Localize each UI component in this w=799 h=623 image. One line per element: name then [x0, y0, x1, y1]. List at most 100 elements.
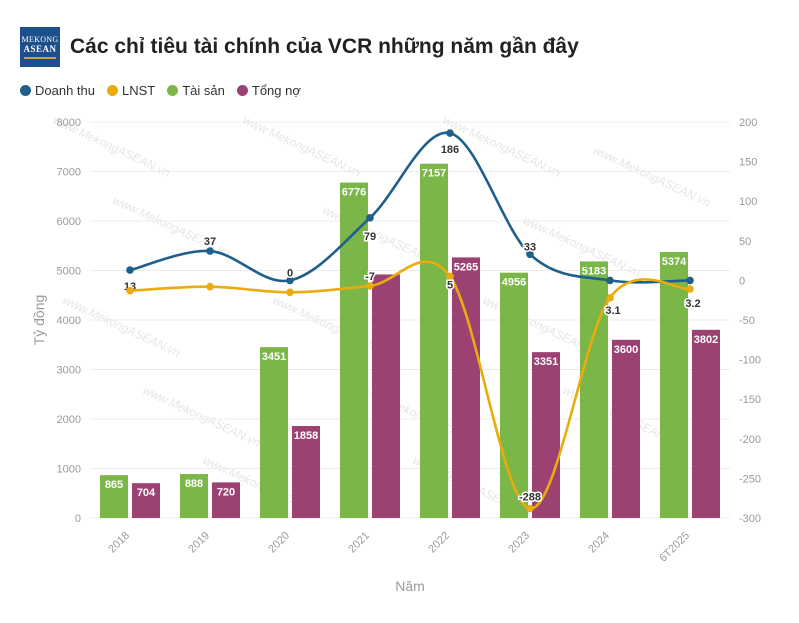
bar-liabilities	[132, 483, 160, 518]
bar-label-liabilities: 704	[137, 487, 156, 499]
bar-assets	[660, 251, 688, 518]
y2-tick-label: 150	[739, 157, 757, 169]
point-profit	[206, 282, 214, 291]
bar-liabilities	[372, 274, 400, 518]
chart-title: Các chỉ tiêu tài chính của VCR những năm…	[70, 35, 579, 58]
logo-line-1: MEKONG	[21, 34, 59, 44]
y-tick-label: 2000	[57, 414, 81, 426]
bar-label-assets: 5183	[582, 265, 606, 277]
point-revenue	[126, 266, 134, 274]
line-label-profit: 5	[447, 279, 453, 291]
y2-tick-label: 0	[739, 275, 745, 287]
watermark-text: www.MekongASEAN.vn	[111, 193, 233, 260]
y2-tick-label: 50	[739, 236, 751, 248]
point-revenue	[526, 250, 534, 259]
line-revenue	[129, 131, 691, 284]
y2-tick-label: -300	[739, 513, 761, 525]
legend-item-profit[interactable]: LNST	[107, 83, 155, 98]
watermark-text: www.MekongASEAN.vn	[241, 113, 363, 180]
bar-assets	[260, 347, 288, 518]
point-profit	[526, 504, 534, 513]
bar-label-liabilities: 720	[217, 486, 235, 498]
legend-swatch-profit	[107, 85, 118, 96]
x-tick-label: 2022	[426, 530, 452, 556]
line-label-revenue: 37	[204, 236, 216, 248]
y2-tick-label: -250	[739, 473, 761, 485]
bar-assets	[180, 474, 208, 518]
legend-swatch-assets	[167, 85, 179, 96]
line-label-profit: 3.2	[685, 298, 700, 310]
legend-label-assets: Tài sản	[182, 83, 225, 98]
legend-swatch-liabilities	[236, 85, 248, 96]
chart-header: MEKONG ASEAN Các chỉ tiêu tài chính của …	[20, 22, 579, 72]
watermark-text: www.MekongASEAN.vn	[591, 143, 713, 210]
y-tick-label: 4000	[57, 315, 81, 327]
bar-liabilities	[692, 329, 720, 518]
bar-label-assets: 4956	[502, 277, 526, 289]
line-profit	[129, 260, 691, 510]
y-tick-label: 0	[75, 513, 81, 525]
logo-underline	[24, 56, 56, 59]
y-tick-label: 6000	[57, 216, 81, 228]
bar-label-assets: 5374	[662, 256, 687, 268]
x-tick-label: 2018	[106, 530, 132, 556]
point-profit	[366, 282, 374, 290]
x-tick-label: 2019	[186, 530, 212, 556]
bar-label-liabilities: 1858	[294, 430, 318, 442]
y2-tick-label: -200	[739, 434, 761, 446]
y-tick-label: 8000	[57, 117, 81, 129]
bar-label-assets: 3451	[262, 351, 286, 363]
line-label-revenue: 33	[524, 241, 536, 253]
line-label-profit: 3.1	[605, 305, 620, 317]
line-label-profit: -288	[519, 491, 541, 503]
y-tick-label: 1000	[57, 464, 81, 476]
y-tick-label: 3000	[57, 365, 81, 377]
bar-label-assets: 7157	[422, 168, 446, 180]
y-tick-label: 5000	[57, 266, 81, 278]
y2-tick-label: -50	[739, 315, 755, 327]
bar-label-assets: 865	[105, 479, 123, 491]
point-revenue	[686, 276, 694, 285]
line-label-profit: -7	[365, 271, 375, 283]
line-label-revenue: 0	[287, 267, 293, 279]
bar-assets	[500, 272, 528, 518]
x-tick-label: 6T2025	[657, 530, 692, 565]
y2-tick-label: 200	[739, 117, 757, 129]
legend-item-liabilities[interactable]: Tổng nợ	[236, 83, 301, 98]
bar-label-liabilities: 5265	[454, 261, 478, 273]
bar-liabilities	[452, 257, 480, 518]
line-label-revenue: 186	[441, 144, 459, 156]
x-tick-label: 2021	[346, 530, 372, 556]
bar-assets	[420, 163, 448, 518]
bar-assets	[340, 182, 368, 518]
watermark-text: www.MekongASEAN.vn	[141, 383, 263, 450]
bar-label-assets: 888	[185, 478, 203, 490]
bar-label-liabilities: 3802	[694, 334, 718, 346]
bar-liabilities	[292, 426, 320, 518]
bar-label-assets: 6776	[342, 187, 366, 199]
bar-label-liabilities: 3351	[534, 356, 558, 368]
y-axis-title: Tỷ đồng	[31, 295, 47, 346]
bar-liabilities	[612, 339, 640, 518]
legend-item-revenue[interactable]: Doanh thu	[20, 83, 95, 98]
point-revenue	[446, 129, 454, 137]
x-tick-label: 2020	[266, 530, 292, 556]
bar-assets	[580, 261, 608, 518]
legend-label-profit: LNST	[122, 83, 156, 98]
y-tick-label: 7000	[57, 167, 81, 179]
y2-tick-label: -100	[739, 355, 761, 367]
point-revenue	[606, 276, 614, 285]
y2-tick-label: -150	[739, 394, 761, 406]
point-profit	[126, 286, 134, 295]
x-tick-label: 2023	[506, 530, 532, 556]
bar-assets	[100, 475, 128, 518]
legend-item-assets[interactable]: Tài sản	[167, 83, 225, 98]
point-revenue	[206, 247, 214, 255]
bar-label-liabilities: 3600	[614, 344, 638, 356]
logo-line-2: ASEAN	[23, 43, 57, 54]
point-profit	[446, 272, 454, 281]
chart-legend: Doanh thu LNST Tài sản Tổng nợ	[20, 83, 313, 98]
point-profit	[606, 294, 614, 302]
x-tick-label: 2024	[586, 530, 612, 556]
